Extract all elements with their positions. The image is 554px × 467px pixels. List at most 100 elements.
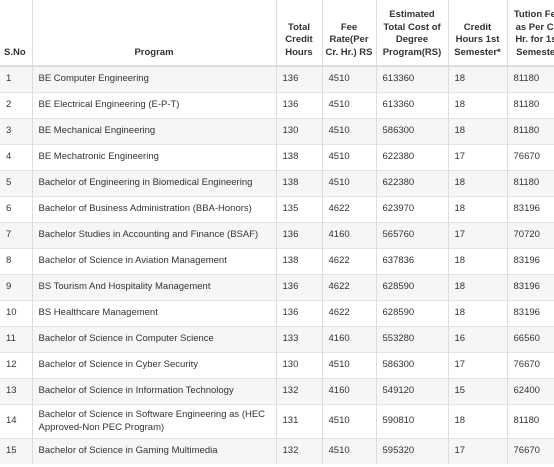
value-cell: 590810 — [376, 404, 449, 439]
program-cell: BE Electrical Engineering (E-P-T) — [32, 92, 277, 119]
program-cell: Bachelor of Science in Gaming Multimedia — [32, 438, 277, 464]
value-cell: 70720 — [507, 222, 554, 249]
value-cell: 138 — [276, 170, 323, 197]
value-cell: 4622 — [322, 274, 377, 301]
value-cell: 3 — [0, 118, 33, 145]
value-cell: 4622 — [322, 248, 377, 275]
value-cell: 10 — [0, 300, 33, 327]
value-cell: 81180 — [507, 65, 554, 93]
value-cell: 549120 — [376, 378, 449, 405]
value-cell: 131 — [276, 404, 323, 439]
value-cell: 16 — [448, 326, 508, 353]
value-cell: 81180 — [507, 118, 554, 145]
program-cell: Bachelor of Engineering in Biomedical En… — [32, 170, 277, 197]
value-cell: 4160 — [322, 326, 377, 353]
value-cell: 4622 — [322, 300, 377, 327]
program-cell: BE Mechatronic Engineering — [32, 144, 277, 171]
value-cell: 5 — [0, 170, 33, 197]
value-cell: 565760 — [376, 222, 449, 249]
value-cell: 130 — [276, 352, 323, 379]
value-cell: 66560 — [507, 326, 554, 353]
program-cell: BS Healthcare Management — [32, 300, 277, 327]
header-row: S.No Program Total Credit Hours Fee Rate(Pe… — [0, 0, 554, 67]
program-cell: Bachelor of Science in Cyber Security — [32, 352, 277, 379]
program-cell: Bachelor of Science in Information Techn… — [32, 378, 277, 405]
table-row: 8 Bachelor of Science in Aviation Managem… — [0, 248, 554, 275]
value-cell: 4622 — [322, 196, 377, 223]
value-cell: 8 — [0, 248, 33, 275]
value-cell: 15 — [0, 438, 33, 464]
program-cell: Bachelor of Science in Software Engineer… — [32, 404, 277, 439]
value-cell: 4510 — [322, 438, 377, 464]
value-cell: 17 — [448, 222, 508, 249]
value-cell: 15 — [448, 378, 508, 405]
value-cell: 6 — [0, 196, 33, 223]
value-cell: 7 — [0, 222, 33, 249]
value-cell: 138 — [276, 248, 323, 275]
value-cell: 136 — [276, 222, 323, 249]
value-cell: 17 — [448, 438, 508, 464]
value-cell: 133 — [276, 326, 323, 353]
value-cell: 4 — [0, 144, 33, 171]
value-cell: 622380 — [376, 170, 449, 197]
column-header: Credit Hours 1st Semester* — [448, 0, 508, 67]
value-cell: 4510 — [322, 170, 377, 197]
value-cell: 12 — [0, 352, 33, 379]
value-cell: 83196 — [507, 196, 554, 223]
table-row: 6 Bachelor of Business Administration (BB… — [0, 196, 554, 223]
value-cell: 13 — [0, 378, 33, 405]
value-cell: 11 — [0, 326, 33, 353]
value-cell: 81180 — [507, 404, 554, 439]
column-header: Tution Fee as Per Cr. Hr. for 1st Semest… — [507, 0, 554, 67]
value-cell: 4510 — [322, 352, 377, 379]
value-cell: 622380 — [376, 144, 449, 171]
table-row: 14 Bachelor of Science in Software Engine… — [0, 404, 554, 439]
value-cell: 132 — [276, 378, 323, 405]
value-cell: 4510 — [322, 65, 377, 93]
value-cell: 18 — [448, 274, 508, 301]
table-row: 4 BE Mechatronic Engineering 138 4510 622380… — [0, 144, 554, 171]
value-cell: 4510 — [322, 144, 377, 171]
value-cell: 9 — [0, 274, 33, 301]
value-cell: 628590 — [376, 274, 449, 301]
value-cell: 17 — [448, 144, 508, 171]
value-cell: 81180 — [507, 170, 554, 197]
value-cell: 4510 — [322, 92, 377, 119]
column-header: Fee Rate(Per Cr. Hr.) RS — [322, 0, 377, 67]
program-cell: Bachelor Studies in Accounting and Finan… — [32, 222, 277, 249]
column-header: Estimated Total Cost of Degree Program(R… — [376, 0, 449, 67]
table-row: 11 Bachelor of Science in Computer Scienc… — [0, 326, 554, 353]
value-cell: 76670 — [507, 352, 554, 379]
table-row: 13 Bachelor of Science in Information Tec… — [0, 378, 554, 405]
value-cell: 136 — [276, 300, 323, 327]
program-cell: BE Computer Engineering — [32, 65, 277, 93]
column-header: Total Credit Hours — [276, 0, 323, 67]
value-cell: 130 — [276, 118, 323, 145]
program-cell: Bachelor of Business Administration (BBA… — [32, 196, 277, 223]
value-cell: 18 — [448, 170, 508, 197]
table-row: 5 Bachelor of Engineering in Biomedical E… — [0, 170, 554, 197]
value-cell: 18 — [448, 118, 508, 145]
value-cell: 62400 — [507, 378, 554, 405]
table-row: 10 BS Healthcare Management 136 4622 628590 1… — [0, 300, 554, 327]
value-cell: 637836 — [376, 248, 449, 275]
value-cell: 138 — [276, 144, 323, 171]
value-cell: 136 — [276, 274, 323, 301]
value-cell: 595320 — [376, 438, 449, 464]
value-cell: 613360 — [376, 65, 449, 93]
program-cell: Bachelor of Science in Computer Science — [32, 326, 277, 353]
table-row: 1 BE Computer Engineering 136 4510 613360 18 8… — [0, 65, 554, 93]
value-cell: 17 — [448, 352, 508, 379]
value-cell: 623970 — [376, 196, 449, 223]
value-cell: 553280 — [376, 326, 449, 353]
table-row: 9 BS Tourism And Hospitality Management 13… — [0, 274, 554, 301]
value-cell: 18 — [448, 300, 508, 327]
value-cell: 132 — [276, 438, 323, 464]
value-cell: 14 — [0, 404, 33, 439]
value-cell: 2 — [0, 92, 33, 119]
value-cell: 628590 — [376, 300, 449, 327]
value-cell: 1 — [0, 65, 33, 93]
value-cell: 18 — [448, 92, 508, 119]
value-cell: 4160 — [322, 378, 377, 405]
